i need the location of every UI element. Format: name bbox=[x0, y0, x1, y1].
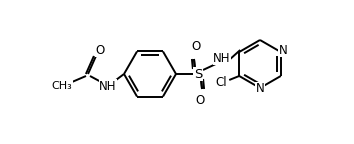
Text: Cl: Cl bbox=[215, 75, 227, 89]
Text: N: N bbox=[256, 83, 264, 95]
Text: O: O bbox=[95, 43, 105, 56]
Text: S: S bbox=[194, 68, 202, 80]
Text: O: O bbox=[192, 40, 201, 54]
Text: NH: NH bbox=[99, 79, 117, 92]
Text: NH: NH bbox=[213, 52, 231, 65]
Text: CH₃: CH₃ bbox=[52, 81, 72, 91]
Text: O: O bbox=[195, 94, 205, 108]
Text: N: N bbox=[278, 43, 287, 56]
